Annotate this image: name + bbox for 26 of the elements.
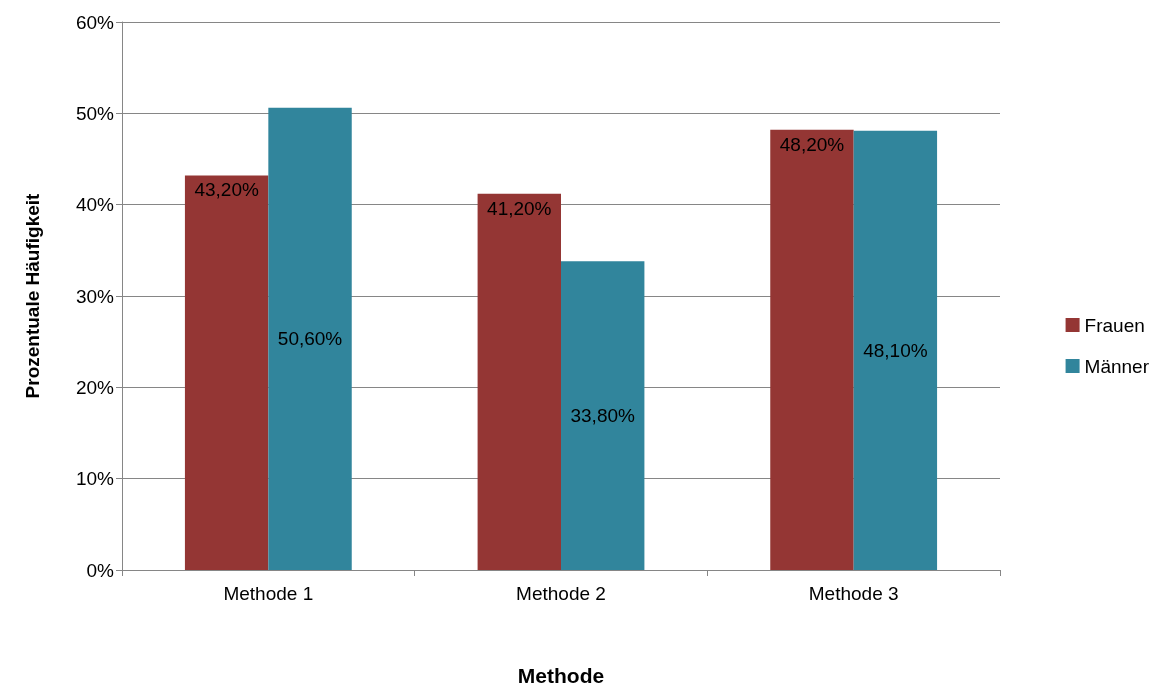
x-tick-label: Methode 2 <box>516 583 606 604</box>
legend-label: Frauen <box>1084 314 1145 336</box>
y-tick-label: 20% <box>75 376 115 398</box>
y-tick-label: 0% <box>86 559 115 581</box>
legend-label: Männer <box>1084 355 1150 377</box>
bar <box>184 175 269 570</box>
y-axis-title: Prozentuale Häufigkeit <box>22 192 43 399</box>
bar <box>268 107 352 570</box>
y-tick-label: 40% <box>75 194 115 216</box>
x-tick-label: Methode 1 <box>223 583 314 604</box>
y-tick-label: 30% <box>75 285 115 307</box>
bar <box>561 261 645 570</box>
data-label: 33,80% <box>570 405 636 427</box>
bar <box>770 129 854 570</box>
y-tick-label: 50% <box>75 102 115 124</box>
data-label: 41,20% <box>487 197 552 219</box>
bar <box>477 193 561 570</box>
y-tick-label: 60% <box>75 11 115 33</box>
x-axis-title: Methode <box>517 664 605 687</box>
x-tick-label: Methode 3 <box>808 583 899 604</box>
data-label: 48,10% <box>863 339 928 361</box>
data-label: 43,20% <box>194 179 259 201</box>
y-tick-label: 10% <box>75 468 115 490</box>
bar <box>853 130 938 570</box>
data-label: 48,20% <box>779 133 845 155</box>
data-label: 50,60% <box>277 328 343 350</box>
